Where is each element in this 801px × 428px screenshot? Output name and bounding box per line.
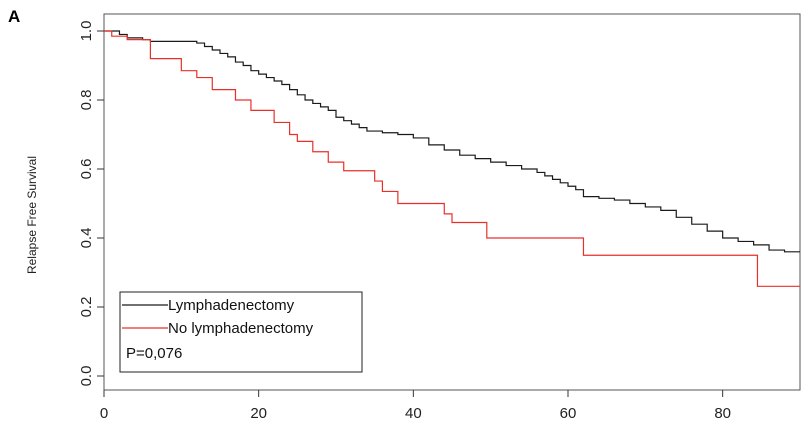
plot-area-border bbox=[103, 13, 801, 391]
panel-label: A bbox=[8, 7, 20, 26]
legend-label-no-lymphadenectomy: No lymphadenectomy bbox=[168, 320, 314, 337]
axes: 0 20 40 60 80 0.0 0.2 0.4 0.6 0.8 1.0 bbox=[78, 21, 731, 422]
legend: Lymphadenectomy No lymphadenectomy P=0,0… bbox=[119, 291, 363, 373]
x-tick-label: 0 bbox=[100, 405, 108, 422]
x-tick-label: 80 bbox=[714, 405, 731, 422]
y-tick-label: 0.4 bbox=[78, 228, 95, 249]
x-tick-label: 20 bbox=[250, 405, 267, 422]
y-axis-label: Relapse Free Survival bbox=[25, 156, 39, 274]
p-value-annotation: P=0,076 bbox=[126, 345, 182, 362]
y-tick-label: 0.6 bbox=[78, 159, 95, 180]
x-tick-label: 40 bbox=[405, 405, 422, 422]
y-tick-label: 0.0 bbox=[78, 366, 95, 387]
y-tick-label: 1.0 bbox=[78, 21, 95, 42]
y-tick-label: 0.2 bbox=[78, 297, 95, 318]
series-line-no-lymphadenectomy bbox=[104, 30, 800, 287]
series-line-lymphadenectomy bbox=[104, 30, 800, 253]
series-layer bbox=[104, 30, 800, 287]
x-tick-label: 60 bbox=[560, 405, 577, 422]
legend-label-lymphadenectomy: Lymphadenectomy bbox=[168, 297, 295, 314]
y-tick-label: 0.8 bbox=[78, 90, 95, 111]
